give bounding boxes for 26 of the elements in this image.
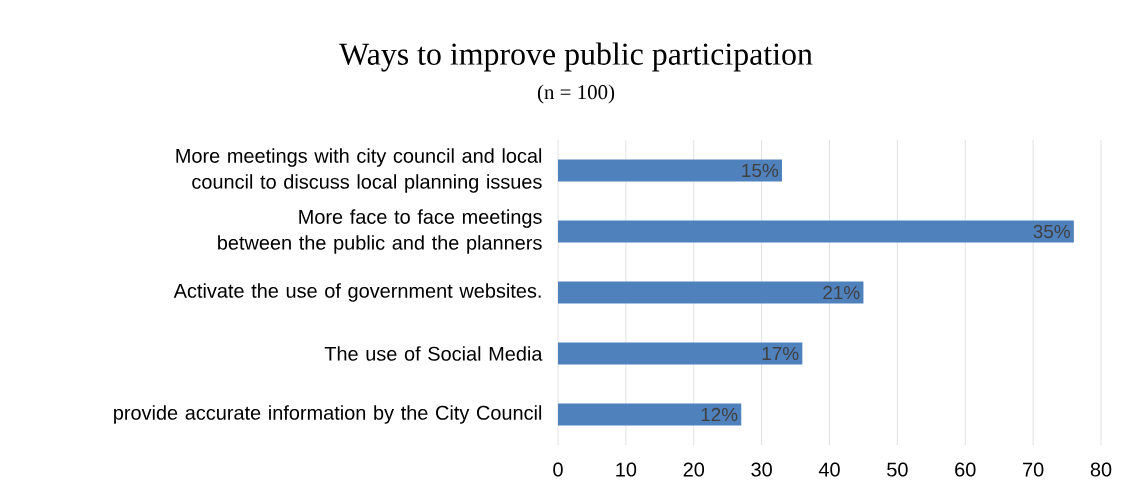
x-tick-label: 50 <box>887 462 908 477</box>
x-tick-label: 80 <box>1090 462 1112 477</box>
y-tick-label: The use of Social Media <box>324 346 543 361</box>
bar <box>558 281 864 304</box>
bar <box>558 342 803 365</box>
x-tick-label: 30 <box>751 462 772 477</box>
bar <box>558 220 1074 243</box>
x-tick-label: 20 <box>683 462 705 477</box>
annotation: 17% <box>762 346 799 361</box>
y-tick-label: Activate the use of government websites. <box>173 283 541 302</box>
chart-subtitle: (n = 100) <box>537 84 615 104</box>
y-tick-label: More face to face meetings between the public and the planners <box>218 209 542 254</box>
annotation: 15% <box>742 163 779 178</box>
x-tick-label: 0 <box>553 462 563 477</box>
bar <box>558 159 782 182</box>
x-tick-label: 40 <box>818 462 840 477</box>
chart-title: Ways to improve public participation <box>339 42 813 72</box>
x-tick-label: 10 <box>616 462 637 477</box>
y-tick-label: provide accurate information by the City Council <box>114 405 542 424</box>
x-tick-label: 60 <box>955 462 976 477</box>
annotation: 21% <box>823 285 860 300</box>
annotation: 35% <box>1033 224 1070 239</box>
bar <box>558 403 742 426</box>
x-tick-label: 70 <box>1023 462 1044 477</box>
annotation: 12% <box>701 407 738 422</box>
y-tick-label: More meetings with city council and local council to discuss local planning issues <box>176 148 542 193</box>
